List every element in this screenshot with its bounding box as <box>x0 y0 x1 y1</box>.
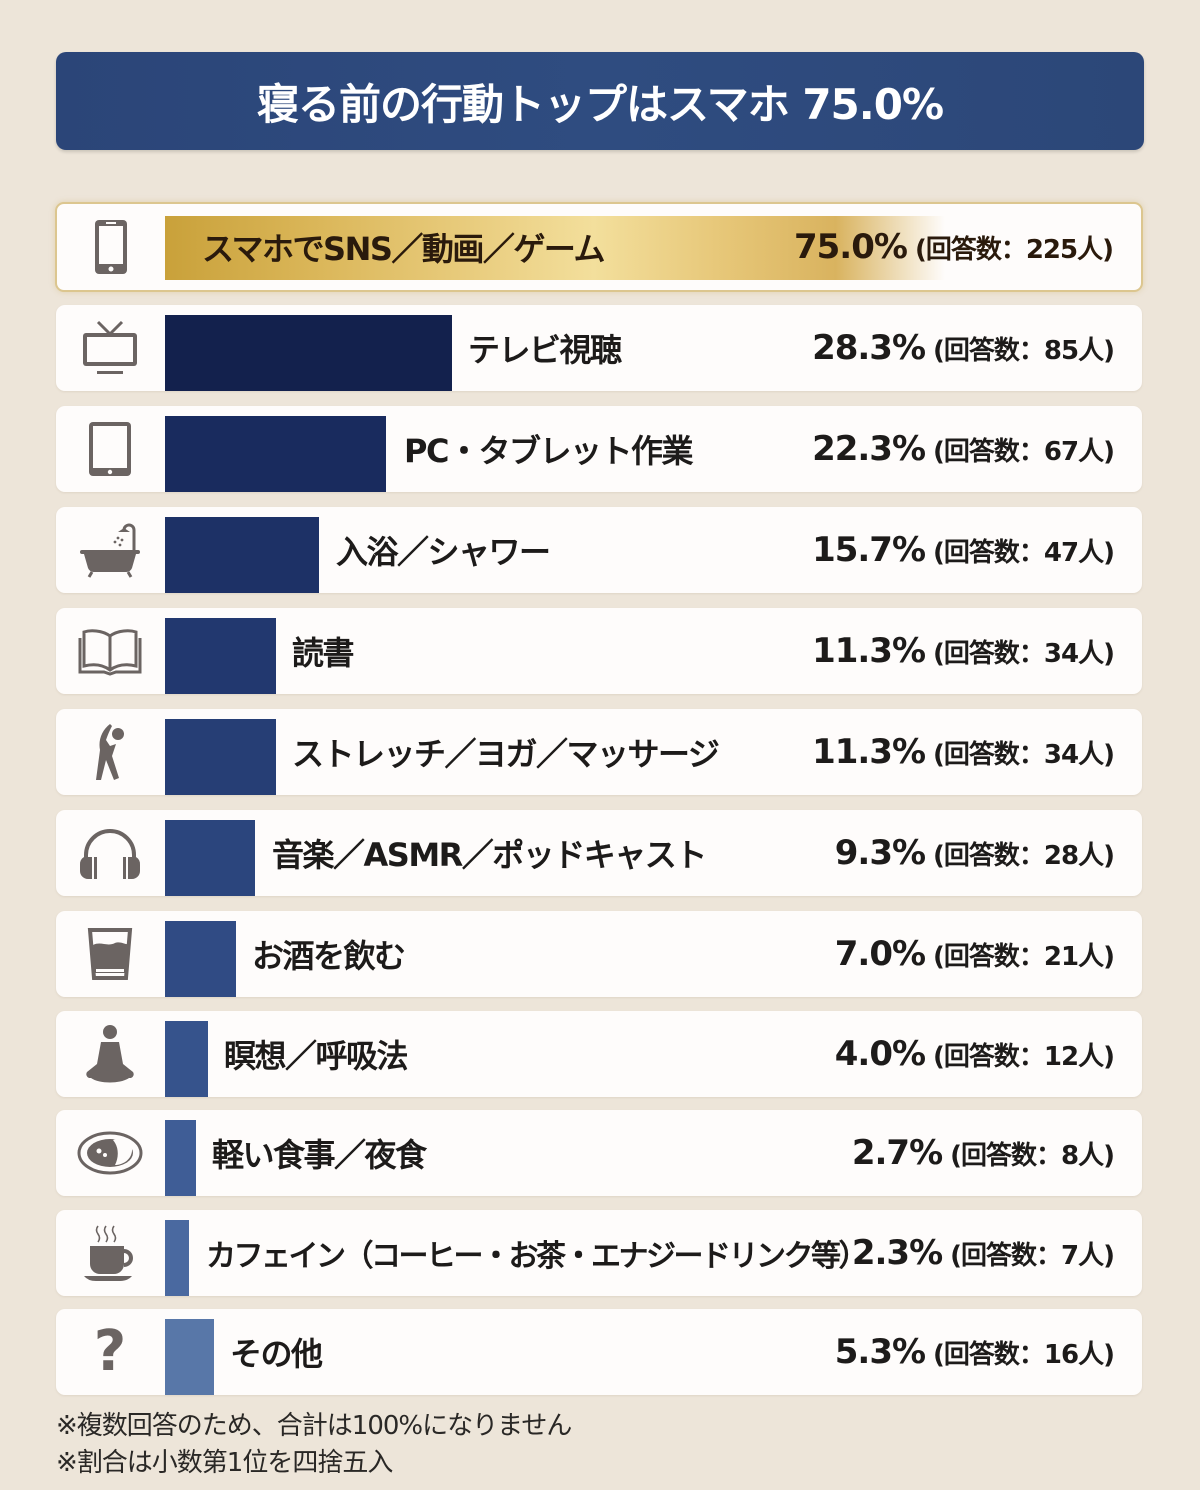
respondent-count: (回答数：225人) <box>914 234 1114 265</box>
percentage: 2.3% <box>851 1233 943 1273</box>
bar <box>165 719 276 795</box>
bar-value: 9.3% (回答数：28人) <box>834 810 1115 896</box>
chart-title: 寝る前の行動トップはスマホ 75.0% <box>256 79 944 129</box>
bar-label: 軽い食事／夜食 <box>212 1136 427 1174</box>
bar-label: その他 <box>230 1335 323 1373</box>
bar <box>165 921 236 997</box>
bar-value: 2.7% (回答数：8人) <box>851 1110 1115 1196</box>
bar <box>165 1120 196 1196</box>
percentage: 75.0% <box>793 227 908 267</box>
bar-label: スマホでSNS／動画／ゲーム <box>202 230 605 268</box>
title-banner: 寝る前の行動トップはスマホ 75.0% <box>56 52 1144 150</box>
bar-value: 5.3% (回答数：16人) <box>834 1309 1115 1395</box>
headphones-icon <box>56 810 164 896</box>
percentage: 2.7% <box>851 1133 943 1173</box>
bar-row: 入浴／シャワー 15.7% (回答数：47人) <box>56 507 1142 593</box>
bar <box>165 216 945 280</box>
bar-label: PC・タブレット作業 <box>404 432 693 470</box>
bar-row: PC・タブレット作業 22.3% (回答数：67人) <box>56 406 1142 492</box>
respondent-count: (回答数：34人) <box>933 739 1115 770</box>
bar-row: 読書 11.3% (回答数：34人) <box>56 608 1142 694</box>
bar-label: テレビ視聴 <box>468 331 622 369</box>
bar <box>165 315 452 391</box>
bar-row: テレビ視聴 28.3% (回答数：85人) <box>56 305 1142 391</box>
book-icon <box>56 608 164 694</box>
glass-icon <box>56 911 164 997</box>
bar-label: お酒を飲む <box>252 937 406 975</box>
bar <box>165 820 255 896</box>
bar-row: 瞑想／呼吸法 4.0% (回答数：12人) <box>56 1011 1142 1097</box>
percentage: 4.0% <box>834 1034 926 1074</box>
bar <box>165 517 319 593</box>
bar-value: 7.0% (回答数：21人) <box>834 911 1115 997</box>
bar-value: 11.3% (回答数：34人) <box>812 709 1115 795</box>
percentage: 7.0% <box>834 934 926 974</box>
bar-value: 28.3% (回答数：85人) <box>812 305 1115 391</box>
percentage: 28.3% <box>812 328 926 368</box>
bathtub-icon <box>56 507 164 593</box>
svg-text:?: ? <box>94 1324 126 1380</box>
bar-label: 読書 <box>292 634 355 672</box>
percentage: 5.3% <box>834 1332 926 1372</box>
respondent-count: (回答数：21人) <box>933 941 1115 972</box>
bar <box>165 416 386 492</box>
bar-row: 音楽／ASMR／ポッドキャスト 9.3% (回答数：28人) <box>56 810 1142 896</box>
percentage: 11.3% <box>812 732 926 772</box>
footnote-rounding: ※割合は小数第1位を四捨五入 <box>56 1448 393 1478</box>
bar-row: お酒を飲む 7.0% (回答数：21人) <box>56 911 1142 997</box>
bar-label: 入浴／シャワー <box>336 533 551 571</box>
respondent-count: (回答数：47人) <box>933 537 1115 568</box>
meditation-icon <box>56 1011 164 1097</box>
bar-label: カフェイン（コーヒー・お茶・エナジードリンク等） <box>206 1239 869 1274</box>
bar-value: 4.0% (回答数：12人) <box>834 1011 1115 1097</box>
percentage: 15.7% <box>812 530 926 570</box>
bar <box>165 1220 189 1296</box>
bar-label: ストレッチ／ヨガ／マッサージ <box>292 735 720 773</box>
respondent-count: (回答数：28人) <box>933 840 1115 871</box>
respondent-count: (回答数：34人) <box>933 638 1115 669</box>
meal-icon <box>56 1110 164 1196</box>
respondent-count: (回答数：8人) <box>950 1140 1115 1171</box>
footnote-multiple-answers: ※複数回答のため、合計は100%になりません <box>56 1411 572 1441</box>
bar-value: 22.3% (回答数：67人) <box>812 406 1115 492</box>
bar-value: 2.3% (回答数：7人) <box>851 1210 1115 1296</box>
bar <box>165 1021 208 1097</box>
bar-row: ? その他 5.3% (回答数：16人) <box>56 1309 1142 1395</box>
respondent-count: (回答数：16人) <box>933 1339 1115 1370</box>
bar <box>165 1319 214 1395</box>
tv-icon <box>56 305 164 391</box>
smartphone-icon <box>57 204 165 290</box>
percentage: 9.3% <box>834 833 926 873</box>
bar-value: 15.7% (回答数：47人) <box>812 507 1115 593</box>
respondent-count: (回答数：12人) <box>933 1041 1115 1072</box>
bar-row: 軽い食事／夜食 2.7% (回答数：8人) <box>56 1110 1142 1196</box>
tablet-icon <box>56 406 164 492</box>
respondent-count: (回答数：67人) <box>933 436 1115 467</box>
bar-row: ストレッチ／ヨガ／マッサージ 11.3% (回答数：34人) <box>56 709 1142 795</box>
bar-label: 瞑想／呼吸法 <box>224 1037 409 1075</box>
bar-label: 音楽／ASMR／ポッドキャスト <box>272 836 707 874</box>
bar-row: スマホでSNS／動画／ゲーム 75.0% (回答数：225人) <box>55 202 1143 292</box>
bar-row: カフェイン（コーヒー・お茶・エナジードリンク等） 2.3% (回答数：7人) <box>56 1210 1142 1296</box>
percentage: 22.3% <box>812 429 926 469</box>
stretch-icon <box>56 709 164 795</box>
respondent-count: (回答数：85人) <box>933 335 1115 366</box>
footnotes: ※複数回答のため、合計は100%になりません ※割合は小数第1位を四捨五入 <box>56 1408 572 1482</box>
question-icon: ? <box>56 1309 164 1395</box>
bar-value: 11.3% (回答数：34人) <box>812 608 1115 694</box>
bar-value: 75.0% (回答数：225人) <box>793 204 1114 290</box>
percentage: 11.3% <box>812 631 926 671</box>
coffee-icon <box>56 1210 164 1296</box>
respondent-count: (回答数：7人) <box>950 1240 1115 1271</box>
bar <box>165 618 276 694</box>
